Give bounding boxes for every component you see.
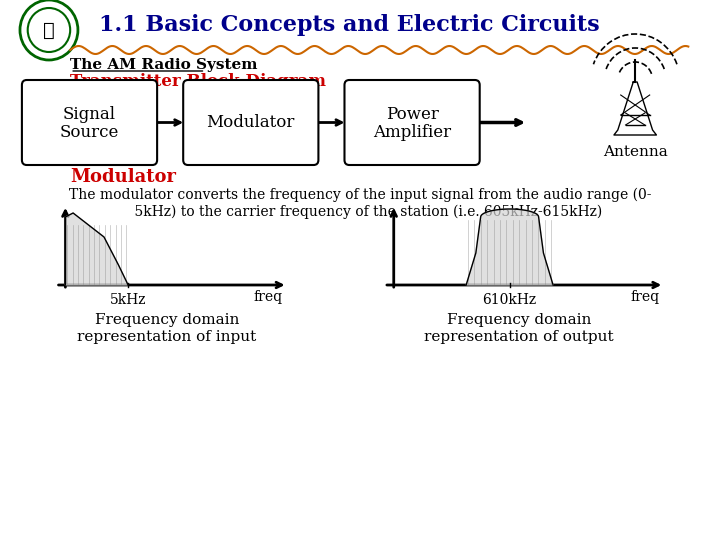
Text: 5kHz) to the carrier frequency of the station (i.e. 605kHz-615kHz): 5kHz) to the carrier frequency of the st… (117, 205, 603, 219)
Text: 610kHz: 610kHz (482, 293, 536, 307)
Text: Frequency domain: Frequency domain (94, 313, 239, 327)
Text: Transmitter Block Diagram: Transmitter Block Diagram (70, 73, 326, 91)
Polygon shape (66, 213, 128, 285)
Text: Antenna: Antenna (603, 145, 667, 159)
FancyBboxPatch shape (344, 80, 480, 165)
Text: freq: freq (253, 290, 283, 304)
FancyBboxPatch shape (22, 80, 157, 165)
Circle shape (27, 8, 70, 52)
Text: 🌿: 🌿 (43, 21, 55, 39)
Text: Signal: Signal (63, 106, 116, 123)
Text: The AM Radio System: The AM Radio System (70, 58, 258, 72)
Text: Power: Power (386, 106, 438, 123)
Text: 1.1 Basic Concepts and Electric Circuits: 1.1 Basic Concepts and Electric Circuits (99, 14, 600, 36)
Polygon shape (614, 82, 657, 135)
Text: Amplifier: Amplifier (373, 124, 451, 141)
Circle shape (20, 0, 78, 60)
Text: freq: freq (630, 290, 660, 304)
Text: Frequency domain: Frequency domain (447, 313, 592, 327)
Text: Modulator: Modulator (207, 114, 295, 131)
Text: Modulator: Modulator (70, 168, 176, 186)
Text: 5kHz: 5kHz (110, 293, 146, 307)
Text: representation of input: representation of input (77, 330, 256, 344)
FancyBboxPatch shape (183, 80, 318, 165)
Text: representation of output: representation of output (425, 330, 614, 344)
Text: Source: Source (60, 124, 120, 141)
Text: The modulator converts the frequency of the input signal from the audio range (0: The modulator converts the frequency of … (68, 188, 651, 202)
Polygon shape (466, 209, 553, 285)
